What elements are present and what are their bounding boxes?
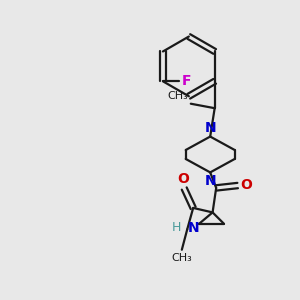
Text: O: O bbox=[178, 172, 190, 185]
Text: N: N bbox=[188, 221, 200, 235]
Text: H: H bbox=[172, 221, 181, 234]
Text: N: N bbox=[204, 121, 216, 135]
Text: N: N bbox=[204, 174, 216, 188]
Text: O: O bbox=[240, 178, 252, 192]
Text: CH₃: CH₃ bbox=[172, 253, 192, 263]
Text: F: F bbox=[182, 74, 191, 88]
Text: CH₃: CH₃ bbox=[168, 91, 188, 101]
